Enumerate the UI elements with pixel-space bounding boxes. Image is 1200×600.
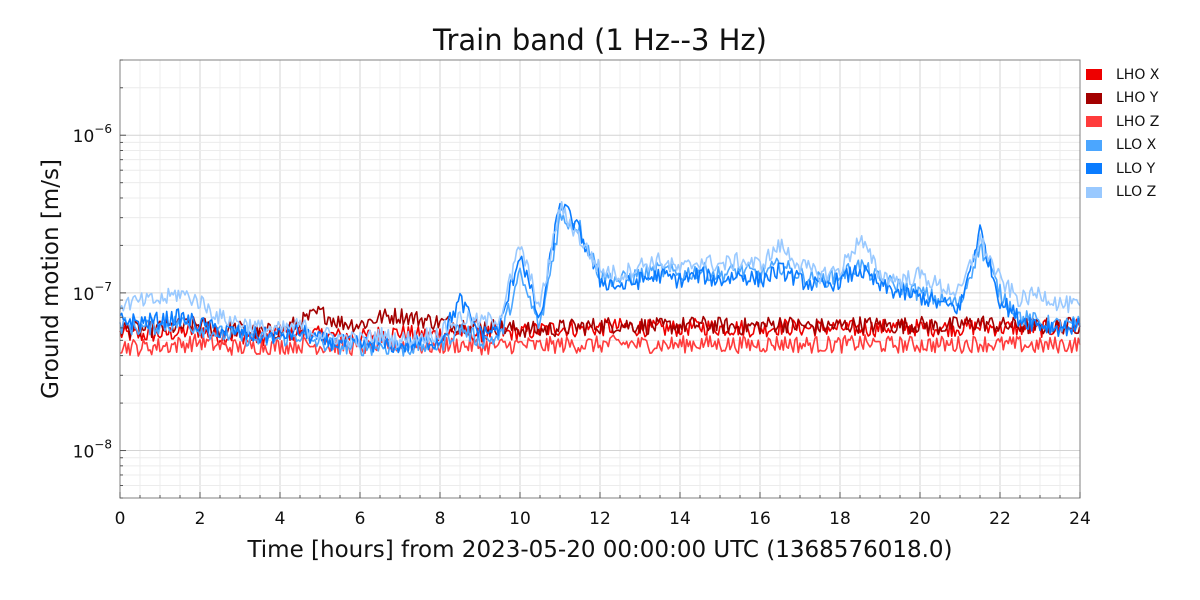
x-tick-label: 14 xyxy=(669,509,691,529)
legend-label: LHO Y xyxy=(1116,90,1159,107)
legend-label: LHO X xyxy=(1116,66,1160,83)
legend-label: LLO Y xyxy=(1116,160,1156,177)
legend-swatch xyxy=(1086,116,1102,128)
legend-item-llo-z: LLO Z xyxy=(1086,181,1159,205)
legend-swatch xyxy=(1086,186,1102,198)
series-line-lho-z xyxy=(119,333,1081,357)
x-tick-label: 6 xyxy=(355,509,366,529)
legend-item-lho-y: LHO Y xyxy=(1086,87,1159,111)
chart-title: Train band (1 Hz--3 Hz) xyxy=(433,23,767,57)
x-tick-label: 10 xyxy=(509,509,531,529)
x-tick-label: 4 xyxy=(275,509,286,529)
x-axis-label: Time [hours] from 2023-05-20 00:00:00 UT… xyxy=(246,537,952,563)
legend-swatch xyxy=(1086,69,1102,81)
legend-label: LLO X xyxy=(1116,137,1157,154)
x-tick-label: 24 xyxy=(1069,509,1091,529)
legend-item-llo-x: LLO X xyxy=(1086,134,1159,158)
grid-layer xyxy=(119,59,1081,499)
x-tick-label: 20 xyxy=(909,509,931,529)
x-tick-label: 8 xyxy=(435,509,446,529)
x-tick-label: 12 xyxy=(589,509,611,529)
y-tick-label: 10−8 xyxy=(73,438,112,463)
x-tick-label: 18 xyxy=(829,509,851,529)
legend-swatch xyxy=(1086,139,1102,151)
series-layer xyxy=(119,201,1081,357)
x-tick-label: 2 xyxy=(195,509,206,529)
legend-swatch xyxy=(1086,163,1102,175)
y-tick-label: 10−7 xyxy=(73,280,112,305)
series-line-llo-z xyxy=(119,201,1081,349)
x-tick-label: 22 xyxy=(989,509,1011,529)
x-tick-label: 16 xyxy=(749,509,771,529)
legend-item-lho-x: LHO X xyxy=(1086,63,1159,87)
legend-swatch xyxy=(1086,92,1102,104)
y-axis-label: Ground motion [m/s] xyxy=(38,159,64,399)
x-tick-label: 0 xyxy=(115,509,126,529)
y-tick-label: 10−6 xyxy=(73,122,112,147)
series-line-llo-y xyxy=(119,202,1081,354)
legend-label: LHO Z xyxy=(1116,113,1160,130)
legend-item-lho-z: LHO Z xyxy=(1086,110,1159,134)
legend-item-llo-y: LLO Y xyxy=(1086,157,1159,181)
chart-legend: LHO X LHO Y LHO Z LLO X LLO Y LLO Z xyxy=(1086,63,1159,204)
legend-label: LLO Z xyxy=(1116,184,1157,201)
